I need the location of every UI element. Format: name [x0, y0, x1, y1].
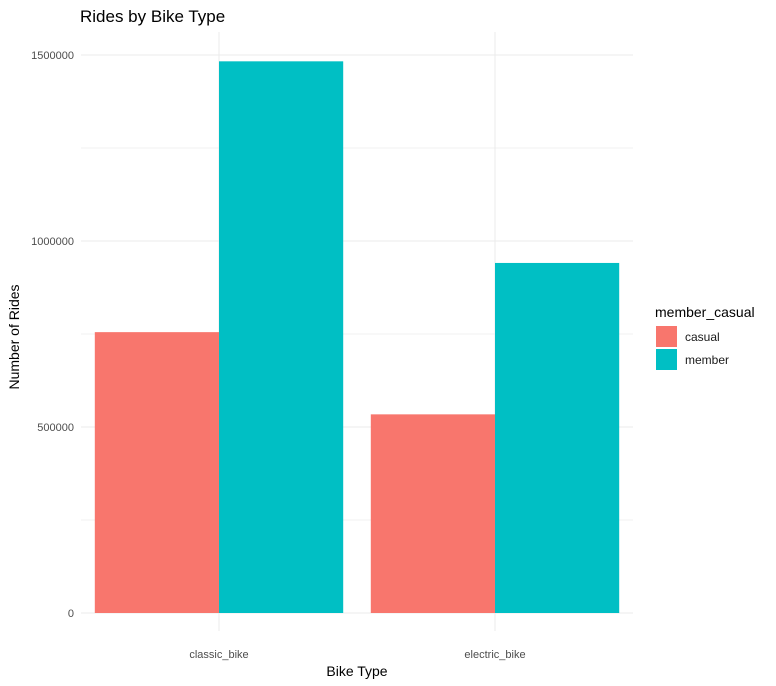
x-tick-label: electric_bike	[464, 649, 525, 661]
y-tick-label: 1000000	[31, 236, 74, 248]
bars	[94, 61, 620, 614]
x-tick-label: classic_bike	[189, 649, 248, 661]
legend-label-casual: casual	[685, 330, 720, 344]
legend-label-member: member	[685, 353, 729, 367]
legend: member_casual casual member	[655, 304, 755, 370]
bar-member-electric_bike	[495, 262, 620, 613]
y-tick-labels: 0 500000 1000000 1500000	[31, 50, 74, 620]
bar-casual-electric_bike	[370, 414, 495, 613]
bar-casual-classic_bike	[94, 332, 219, 613]
x-axis-title: Bike Type	[326, 663, 387, 679]
y-tick-label: 500000	[37, 422, 74, 434]
chart-title: Rides by Bike Type	[80, 7, 225, 26]
legend-key-member	[656, 349, 677, 370]
x-tick-labels: classic_bike electric_bike	[189, 649, 525, 661]
legend-title: member_casual	[655, 304, 755, 320]
y-axis-title: Number of Rides	[6, 284, 22, 389]
legend-key-casual	[656, 326, 677, 347]
y-tick-label: 1500000	[31, 50, 74, 62]
legend-items: casual member	[656, 326, 729, 370]
bar-member-classic_bike	[219, 61, 344, 614]
y-tick-label: 0	[68, 608, 74, 620]
